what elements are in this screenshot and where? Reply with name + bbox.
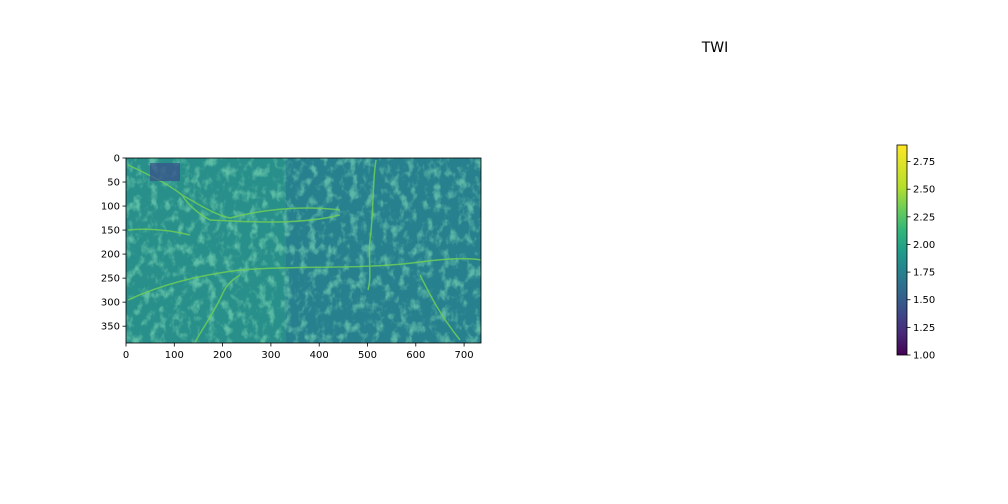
y-axis: 0 50 100 150 200 250 300 350 <box>101 154 126 333</box>
colorbar-gradient <box>897 145 907 355</box>
colorbar-axis: 1.00 1.25 1.50 1.75 2.00 2.25 2.50 2.75 <box>907 157 935 362</box>
colorbar-tick-label: 2.00 <box>913 240 935 251</box>
colorbar-tick-label: 1.00 <box>913 351 935 362</box>
y-tick-label: 50 <box>107 178 120 189</box>
x-tick-label: 100 <box>165 350 184 361</box>
heatmap-frame <box>125 157 482 344</box>
x-tick-label: 300 <box>261 350 280 361</box>
colorbar-tick-label: 1.50 <box>913 295 935 306</box>
chart-title: TWI <box>701 40 729 56</box>
x-tick-label: 400 <box>310 350 329 361</box>
y-tick-label: 150 <box>101 226 120 237</box>
y-tick-label: 300 <box>101 298 120 309</box>
x-tick-label: 500 <box>358 350 377 361</box>
x-tick-label: 0 <box>123 350 129 361</box>
y-tick-label: 200 <box>101 250 120 261</box>
y-tick-label: 250 <box>101 274 120 285</box>
colorbar-tick-label: 2.75 <box>913 157 935 168</box>
colorbar-frame <box>896 144 908 356</box>
colorbar-tick-label: 1.75 <box>913 268 935 279</box>
colorbar-tick-label: 2.50 <box>913 185 935 196</box>
y-tick-label: 0 <box>114 154 120 165</box>
twi-heatmap <box>126 158 482 343</box>
colorbar-tick-label: 1.25 <box>913 323 935 334</box>
y-tick-label: 100 <box>101 202 120 213</box>
y-tick-label: 350 <box>101 322 120 333</box>
x-tick-label: 600 <box>406 350 425 361</box>
x-tick-label: 700 <box>455 350 474 361</box>
x-axis: 0 100 200 300 400 500 600 700 <box>123 343 474 361</box>
colorbar-tick-label: 2.25 <box>913 212 935 223</box>
x-tick-label: 200 <box>213 350 232 361</box>
